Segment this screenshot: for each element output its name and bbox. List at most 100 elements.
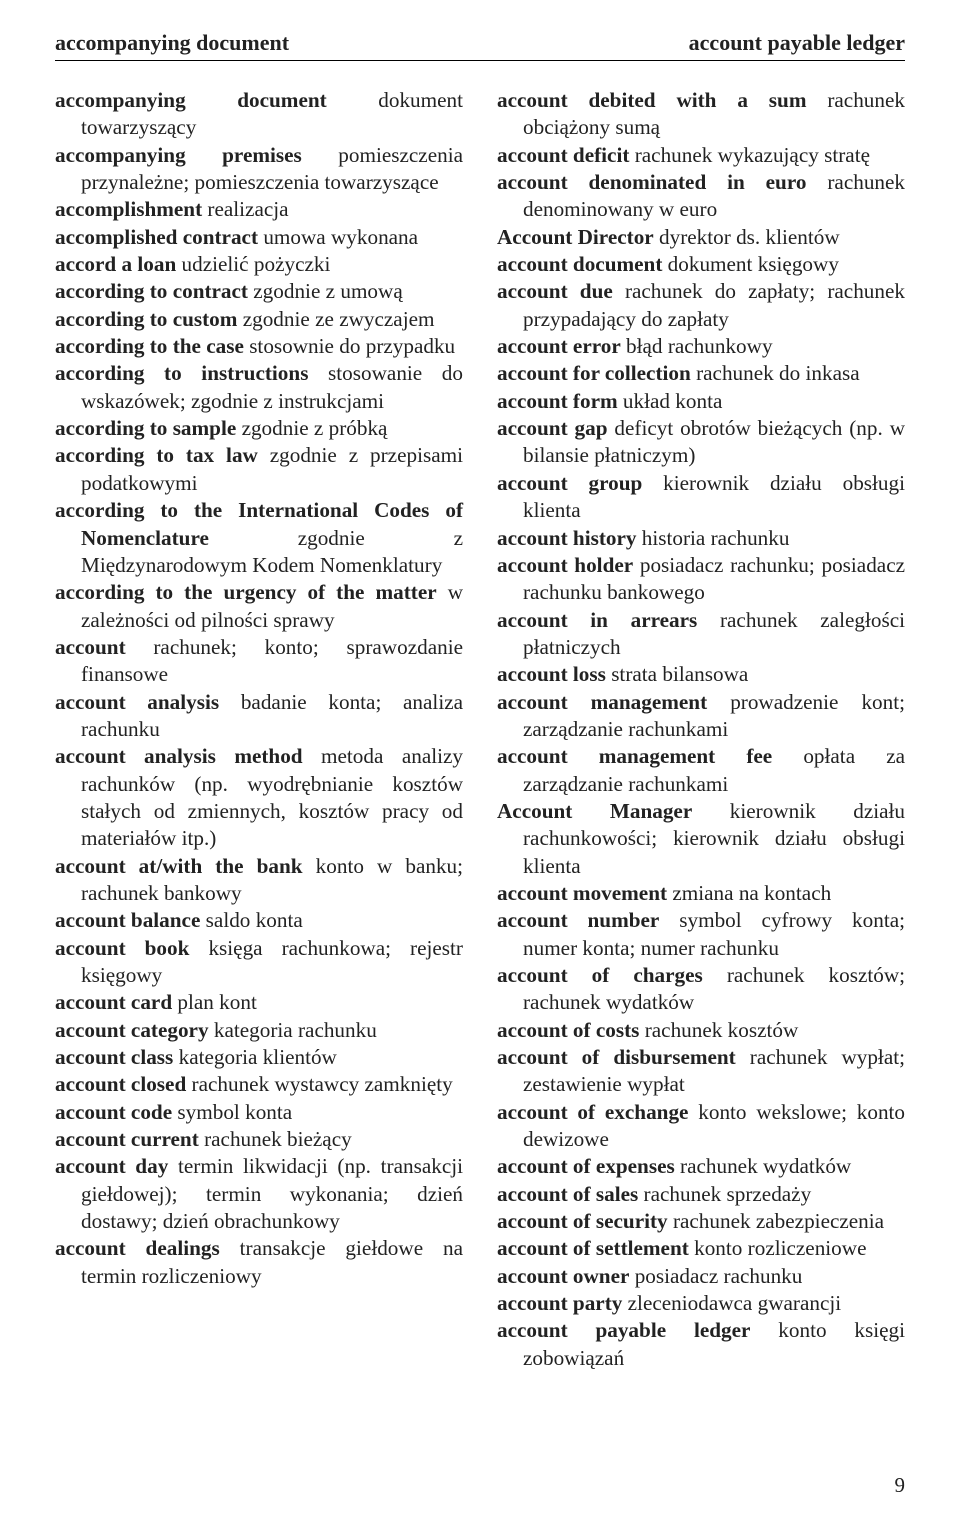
entry-term: account debited with a sum xyxy=(497,88,806,112)
entry-term: account of costs xyxy=(497,1018,639,1042)
dictionary-entry: account number symbol cyfrowy konta; num… xyxy=(497,907,905,962)
entry-definition: stosownie do przypadku xyxy=(249,334,455,358)
entry-term: account of settlement xyxy=(497,1236,689,1260)
entry-term: account of exchange xyxy=(497,1100,688,1124)
entry-term: according to custom xyxy=(55,307,237,331)
dictionary-entry: accomplishment realizacja xyxy=(55,196,463,223)
entry-definition: posiadacz rachunku xyxy=(635,1264,803,1288)
page-number: 9 xyxy=(895,1473,906,1498)
entry-term: account management xyxy=(497,690,707,714)
entry-term: according to contract xyxy=(55,279,248,303)
dictionary-entry: account payable ledger konto księgi zobo… xyxy=(497,1317,905,1372)
dictionary-entry: account card plan kont xyxy=(55,989,463,1016)
entry-term: account dealings xyxy=(55,1236,220,1260)
column-left: accompanying document dokument towarzysz… xyxy=(55,87,463,1372)
entry-definition: rachunek sprzedaży xyxy=(644,1182,812,1206)
entry-term: account holder xyxy=(497,553,633,577)
entry-definition: rachunek; konto; sprawozdanie finansowe xyxy=(81,635,463,686)
dictionary-entry: account owner posiadacz rachunku xyxy=(497,1263,905,1290)
dictionary-entry: account analysis method metoda analizy r… xyxy=(55,743,463,852)
dictionary-entry: accompanying premises pomieszczenia przy… xyxy=(55,142,463,197)
entry-term: account management fee xyxy=(497,744,772,768)
dictionary-entry: account due rachunek do zapłaty; rachune… xyxy=(497,278,905,333)
dictionary-entry: account management prowadzenie kont; zar… xyxy=(497,689,905,744)
dictionary-entry: account dealings transakcje giełdowe na … xyxy=(55,1235,463,1290)
entry-term: account movement xyxy=(497,881,667,905)
entry-definition: zgodnie ze zwyczajem xyxy=(243,307,435,331)
entry-definition: konto rozliczeniowe xyxy=(694,1236,866,1260)
dictionary-entry: account rachunek; konto; sprawozdanie fi… xyxy=(55,634,463,689)
entry-term: account day xyxy=(55,1154,168,1178)
entry-term: Account Manager xyxy=(497,799,692,823)
entry-term: account form xyxy=(497,389,618,413)
dictionary-entry: accomplished contract umowa wykonana xyxy=(55,224,463,251)
dictionary-entry: account of settlement konto rozliczeniow… xyxy=(497,1235,905,1262)
dictionary-entry: according to instructions stosowanie do … xyxy=(55,360,463,415)
entry-definition: realizacja xyxy=(207,197,288,221)
dictionary-entry: account management fee opłata za zarządz… xyxy=(497,743,905,798)
dictionary-entry: according to the International Codes of … xyxy=(55,497,463,579)
dictionary-page: accompanying document account payable le… xyxy=(0,0,960,1516)
header-right: account payable ledger xyxy=(689,30,905,56)
entry-definition: rachunek wydatków xyxy=(680,1154,851,1178)
entry-term: account deficit xyxy=(497,143,629,167)
entry-term: account in arrears xyxy=(497,608,697,632)
entry-term: account group xyxy=(497,471,642,495)
entry-term: account of security xyxy=(497,1209,668,1233)
entry-term: account owner xyxy=(497,1264,629,1288)
entry-term: account payable ledger xyxy=(497,1318,750,1342)
entry-definition: strata bilansowa xyxy=(611,662,748,686)
dictionary-entry: account book księga rachunkowa; rejestr … xyxy=(55,935,463,990)
dictionary-entry: account of disbursement rachunek wypłat;… xyxy=(497,1044,905,1099)
entry-term: account party xyxy=(497,1291,622,1315)
dictionary-entry: according to sample zgodnie z próbką xyxy=(55,415,463,442)
entry-definition: dyrektor ds. klientów xyxy=(659,225,840,249)
entry-definition: saldo konta xyxy=(206,908,303,932)
entry-term: account class xyxy=(55,1045,173,1069)
dictionary-entry: account party zleceniodawca gwarancji xyxy=(497,1290,905,1317)
entry-term: according to the urgency of the matter xyxy=(55,580,437,604)
entry-definition: historia rachunku xyxy=(642,526,790,550)
entry-term: account card xyxy=(55,990,172,1014)
entry-definition: układ konta xyxy=(623,389,722,413)
entry-term: account of disbursement xyxy=(497,1045,736,1069)
dictionary-entry: account balance saldo konta xyxy=(55,907,463,934)
dictionary-entry: account of sales rachunek sprzedaży xyxy=(497,1181,905,1208)
entry-term: account gap xyxy=(497,416,608,440)
dictionary-entry: account of exchange konto wekslowe; kont… xyxy=(497,1099,905,1154)
header-left: accompanying document xyxy=(55,30,289,56)
dictionary-entry: account current rachunek bieżący xyxy=(55,1126,463,1153)
entry-definition: rachunek wykazujący stratę xyxy=(635,143,870,167)
dictionary-entry: account gap deficyt obrotów bieżących (n… xyxy=(497,415,905,470)
entry-term: account error xyxy=(497,334,621,358)
dictionary-entry: account error błąd rachunkowy xyxy=(497,333,905,360)
entry-term: account denominated in euro xyxy=(497,170,806,194)
dictionary-entry: account holder posiadacz rachunku; posia… xyxy=(497,552,905,607)
dictionary-entry: according to the case stosownie do przyp… xyxy=(55,333,463,360)
dictionary-entry: account history historia rachunku xyxy=(497,525,905,552)
entry-term: according to tax law xyxy=(55,443,258,467)
dictionary-entry: account of charges rachunek kosztów; rac… xyxy=(497,962,905,1017)
entry-term: account code xyxy=(55,1100,172,1124)
columns: accompanying document dokument towarzysz… xyxy=(55,87,905,1372)
dictionary-entry: account movement zmiana na kontach xyxy=(497,880,905,907)
entry-definition: rachunek kosztów xyxy=(645,1018,799,1042)
column-right: account debited with a sum rachunek obci… xyxy=(497,87,905,1372)
entry-term: Account Director xyxy=(497,225,654,249)
dictionary-entry: Account Director dyrektor ds. klientów xyxy=(497,224,905,251)
entry-term: account of charges xyxy=(497,963,703,987)
entry-term: account at/with the bank xyxy=(55,854,303,878)
entry-term: account category xyxy=(55,1018,209,1042)
entry-definition: udzielić pożyczki xyxy=(182,252,331,276)
entry-term: account due xyxy=(497,279,613,303)
dictionary-entry: accompanying document dokument towarzysz… xyxy=(55,87,463,142)
entry-term: account of expenses xyxy=(497,1154,675,1178)
entry-term: accomplishment xyxy=(55,197,202,221)
entry-term: account current xyxy=(55,1127,199,1151)
running-headers: accompanying document account payable le… xyxy=(55,30,905,61)
dictionary-entry: according to tax law zgodnie z przepisam… xyxy=(55,442,463,497)
entry-definition: błąd rachunkowy xyxy=(626,334,773,358)
dictionary-entry: account for collection rachunek do inkas… xyxy=(497,360,905,387)
dictionary-entry: account group kierownik działu obsługi k… xyxy=(497,470,905,525)
dictionary-entry: account at/with the bank konto w banku; … xyxy=(55,853,463,908)
